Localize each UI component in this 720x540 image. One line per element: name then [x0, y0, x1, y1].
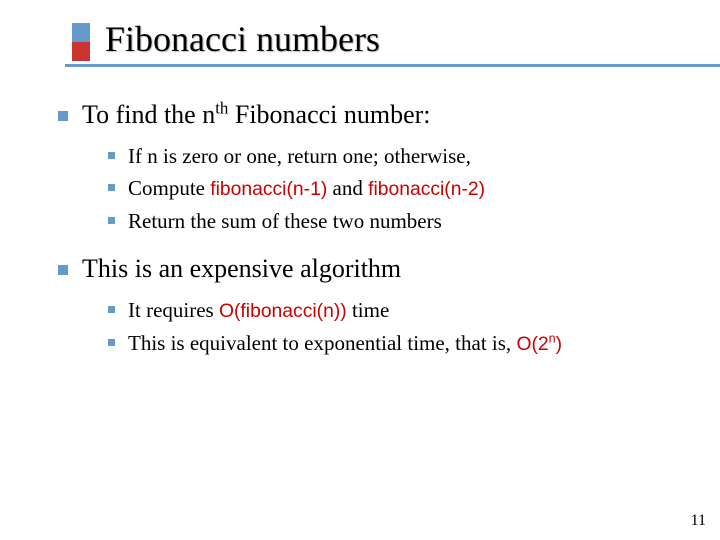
- text-fragment: It requires: [128, 298, 219, 322]
- bullet-lvl1: This is an expensive algorithm It requir…: [50, 253, 680, 358]
- page-number: 11: [691, 512, 706, 530]
- bullet-text: To find the nth Fibonacci number:: [82, 100, 431, 129]
- text-fragment: time: [347, 298, 390, 322]
- title-accent-icon: [72, 23, 90, 61]
- text-fragment: To find the n: [82, 100, 215, 129]
- code-fragment: fibonacci(n-1): [210, 179, 327, 200]
- slide-content: To find the nth Fibonacci number: If n i…: [40, 77, 680, 358]
- title-block: Fibonacci numbers: [40, 18, 680, 67]
- bullet-lvl1: To find the nth Fibonacci number: If n i…: [50, 99, 680, 235]
- text-fragment: O(2: [516, 334, 548, 355]
- bullet-lvl2: This is equivalent to exponential time, …: [102, 329, 680, 358]
- bullet-lvl2: If n is zero or one, return one; otherwi…: [102, 142, 680, 170]
- text-fragment: If n is zero or one, return one; otherwi…: [128, 144, 471, 168]
- code-fragment: O(fibonacci(n)): [219, 301, 347, 322]
- code-fragment: fibonacci(n-2): [368, 179, 485, 200]
- text-fragment: and: [327, 176, 368, 200]
- title-underline: [65, 64, 720, 67]
- superscript: th: [215, 98, 228, 117]
- text-fragment: Fibonacci number:: [228, 100, 430, 129]
- bullet-lvl2: It requires O(fibonacci(n)) time: [102, 296, 680, 325]
- slide-title: Fibonacci numbers: [105, 18, 680, 60]
- superscript: n: [549, 331, 556, 345]
- bullet-lvl2: Compute fibonacci(n-1) and fibonacci(n-2…: [102, 174, 680, 203]
- text-fragment: Return the sum of these two numbers: [128, 209, 442, 233]
- text-fragment: Compute: [128, 176, 210, 200]
- slide: Fibonacci numbers To find the nth Fibona…: [0, 0, 720, 540]
- text-fragment: This is equivalent to exponential time, …: [128, 331, 516, 355]
- text-fragment: ): [556, 334, 562, 355]
- bullet-text: This is an expensive algorithm: [82, 254, 401, 283]
- bullet-lvl2: Return the sum of these two numbers: [102, 207, 680, 235]
- code-fragment: O(2n): [516, 334, 562, 355]
